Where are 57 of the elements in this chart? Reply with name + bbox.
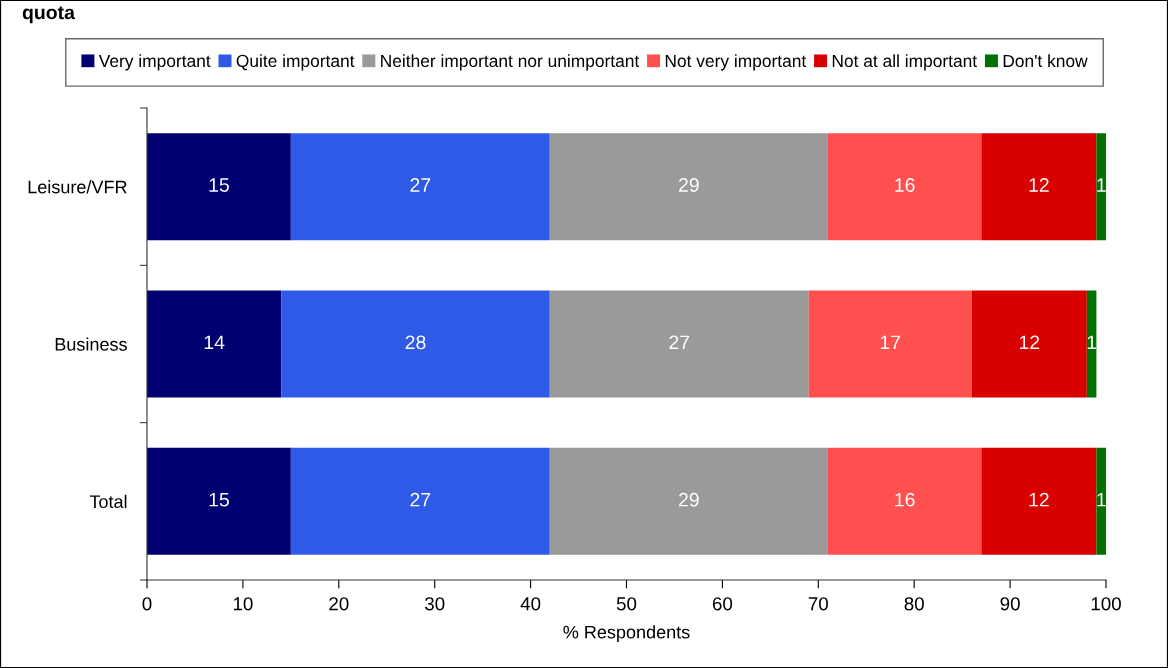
bar: [981, 447, 1097, 555]
data-label: 27: [410, 492, 431, 507]
x-tick-label: 60: [712, 597, 733, 611]
bar: [290, 133, 550, 241]
data-label: 12: [1029, 492, 1049, 507]
bar: [981, 133, 1097, 241]
x-tick-label: 40: [520, 597, 541, 611]
x-tick-label: 100: [1091, 597, 1121, 611]
x-tick-label: 10: [233, 597, 253, 611]
data-label: 12: [1029, 178, 1049, 192]
legend-label: Quite important: [236, 54, 355, 71]
x-tick-label: 0: [142, 597, 152, 611]
data-label: 1: [1097, 178, 1106, 192]
bar: [290, 447, 550, 555]
x-tick-label: 20: [329, 597, 349, 611]
data-label: 27: [410, 178, 431, 192]
y-tick-label: Total: [89, 494, 127, 509]
bar: [1096, 447, 1106, 555]
legend-label: Neither important nor unimportant: [381, 54, 640, 71]
data-label: 14: [204, 335, 225, 350]
y-tick-label: Leisure/VFR: [28, 180, 127, 194]
bar: [147, 133, 291, 241]
x-axis-title: % Respondents: [563, 625, 690, 643]
legend-label: Not at all important: [832, 54, 977, 71]
bar: [147, 290, 282, 398]
bar: [827, 133, 982, 241]
x-tick-label: 90: [1000, 597, 1020, 611]
data-label: 29: [679, 492, 699, 507]
legend-label: Not very important: [665, 54, 807, 71]
data-label: 1: [1087, 335, 1097, 350]
bar: [549, 290, 809, 398]
y-tick-label: Business: [55, 337, 127, 351]
bar: [808, 290, 972, 398]
bar: [1096, 133, 1106, 241]
x-tick-label: 70: [808, 597, 828, 611]
bar: [549, 133, 828, 241]
x-tick-label: 30: [424, 597, 445, 611]
data-label: 1: [1097, 492, 1106, 507]
chart-title: quota: [22, 6, 76, 24]
bar: [147, 447, 291, 555]
data-label: 27: [669, 335, 690, 350]
bar: [549, 447, 828, 555]
data-label: 17: [880, 335, 901, 350]
bar: [281, 290, 550, 398]
data-label: 28: [405, 335, 426, 350]
legend-label: Don't know: [1003, 54, 1088, 68]
legend-label: Very important: [98, 54, 211, 71]
bar: [971, 290, 1087, 398]
data-label: 15: [209, 178, 229, 192]
x-tick-label: 80: [904, 597, 924, 611]
x-tick-label: 50: [616, 597, 637, 611]
bar: [827, 447, 982, 555]
data-label: 16: [895, 178, 915, 192]
data-label: 12: [1019, 335, 1040, 350]
data-label: 15: [209, 492, 229, 507]
data-label: 16: [895, 492, 915, 507]
data-label: 29: [679, 178, 699, 192]
